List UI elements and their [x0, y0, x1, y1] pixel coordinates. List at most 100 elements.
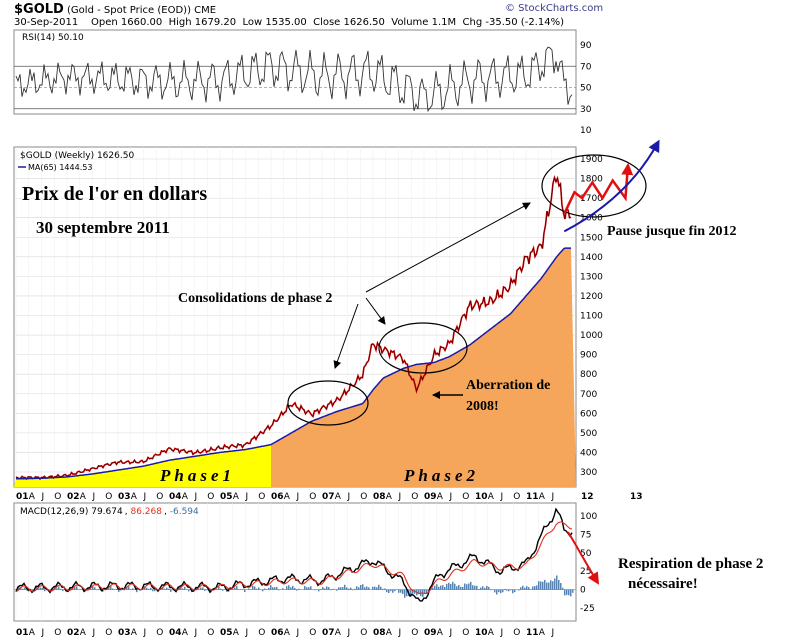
annotation-respiration-1: Respiration de phase 2	[618, 556, 763, 572]
x-tick-label: A	[539, 628, 546, 638]
rsi-legend: RSI(14) 50.10	[22, 33, 84, 43]
x-tick-label: A	[29, 492, 36, 502]
symbol: $GOLD	[14, 2, 64, 17]
ellipse-2007	[287, 380, 369, 426]
x-tick-label: O	[156, 492, 163, 502]
ma-line	[16, 247, 571, 480]
x-tick-label: O	[513, 628, 520, 638]
pointer-arrow-2007	[333, 303, 359, 369]
price-tick-label: 1700	[580, 194, 603, 204]
macd-legend-hist: -6.594	[170, 507, 199, 517]
x-tick-label: O	[411, 628, 418, 638]
x-tick-label: O	[258, 628, 265, 638]
x-tick-label: A	[488, 628, 495, 638]
x-tick-label: O	[462, 628, 469, 638]
x-tick-label: O	[258, 492, 265, 502]
x-tick-label: J	[143, 492, 147, 502]
price-tick-label: 800	[580, 370, 597, 380]
chg-label: Chg	[462, 17, 483, 28]
price-tick-label: 1900	[580, 155, 603, 165]
x-tick-label: 02	[67, 492, 80, 502]
x-tick-label: J	[500, 628, 504, 638]
price-legend: $GOLD (Weekly) 1626.50	[20, 151, 134, 161]
x-tick-label: A	[386, 492, 393, 502]
x-tick-label: A	[131, 492, 138, 502]
macd-legend-name: MACD(12,26,9)	[20, 507, 88, 517]
x-tick-label: A	[437, 628, 444, 638]
x-tick-label: O	[54, 628, 61, 638]
future-tick-label: 13	[630, 492, 643, 502]
x-tick-label: 03	[118, 492, 131, 502]
volume-label: Volume	[391, 17, 429, 28]
pointer-arrow-2011	[365, 202, 531, 293]
price-tick-label: 600	[580, 409, 597, 419]
price-tick-label: 1400	[580, 253, 603, 263]
x-tick-label: O	[513, 492, 520, 502]
x-tick-label: 01	[16, 628, 29, 638]
x-tick-label: J	[41, 492, 45, 502]
x-tick-label: A	[539, 492, 546, 502]
x-tick-label: A	[131, 628, 138, 638]
projection-ma-curve	[563, 139, 660, 233]
macd-down-arrow	[567, 531, 600, 585]
price-tick-label: 1100	[580, 312, 603, 322]
x-tick-label: A	[386, 628, 393, 638]
x-tick-label: A	[488, 492, 495, 502]
x-tick-label: J	[500, 492, 504, 502]
macd-legend: MACD(12,26,9) 79.674, 86.268, -6.594	[20, 507, 199, 517]
x-tick-label: 01	[16, 492, 29, 502]
macd-tick-label: 25	[580, 567, 591, 577]
x-tick-label: J	[143, 628, 147, 638]
macd-tick-label: 50	[580, 549, 592, 559]
x-tick-label: A	[233, 628, 240, 638]
price-tick-label: 900	[580, 351, 597, 361]
x-tick-label: O	[207, 628, 214, 638]
x-tick-label: 06	[271, 628, 284, 638]
open-label: Open	[90, 17, 118, 28]
x-tick-label: A	[80, 492, 87, 502]
price-tick-label: 1800	[580, 175, 603, 185]
low-label: Low	[242, 17, 263, 28]
x-tick-label: O	[105, 628, 112, 638]
ellipse-2011	[541, 154, 647, 218]
future-projection	[563, 139, 660, 233]
x-tick-label: O	[105, 492, 112, 502]
rsi-tick-label: 30	[580, 105, 592, 115]
rsi-line	[15, 46, 573, 113]
price-tick-label: 1500	[580, 233, 603, 243]
rsi-tick-label: 10	[580, 126, 592, 136]
x-tick-label: 10	[475, 492, 488, 502]
x-tick-label: 02	[67, 628, 80, 638]
quote-line: 30-Sep-2011 Open 1660.00 High 1679.20 Lo…	[14, 17, 564, 28]
x-tick-label: A	[284, 628, 291, 638]
x-tick-label: A	[29, 628, 36, 638]
x-tick-label: 08	[373, 492, 386, 502]
x-tick-label: J	[92, 492, 96, 502]
x-tick-label: J	[194, 492, 198, 502]
description: (Gold - Spot Price (EOD)) CME	[67, 5, 217, 16]
chg-value: -35.50 (-2.14%)	[485, 17, 564, 28]
price-tick-label: 400	[580, 448, 597, 458]
x-tick-label: J	[449, 492, 453, 502]
x-tick-label: O	[207, 492, 214, 502]
low-value: 1535.00	[265, 17, 307, 28]
x-tick-label: 10	[475, 628, 488, 638]
rsi-tick-label: 90	[580, 41, 592, 51]
brand: © StockCharts.com	[505, 3, 604, 14]
rsi-panel	[13, 29, 577, 115]
annotation-aberration-1: Aberration de	[466, 378, 550, 393]
annotation-aberration-2: 2008!	[466, 399, 499, 414]
phase2-fill	[271, 248, 576, 487]
x-tick-label: O	[309, 628, 316, 638]
open-value: 1660.00	[120, 17, 163, 28]
x-tick-label: A	[335, 492, 342, 502]
x-tick-label: O	[309, 492, 316, 502]
x-tick-label: J	[194, 628, 198, 638]
x-tick-label: J	[449, 628, 453, 638]
annotation-phase2: Phase2	[403, 466, 479, 485]
macd-panel	[13, 502, 577, 622]
x-tick-label: 03	[118, 628, 131, 638]
macd-legend-value: 79.674	[91, 507, 123, 517]
price-tick-label: 700	[580, 390, 597, 400]
x-tick-label: A	[284, 492, 291, 502]
